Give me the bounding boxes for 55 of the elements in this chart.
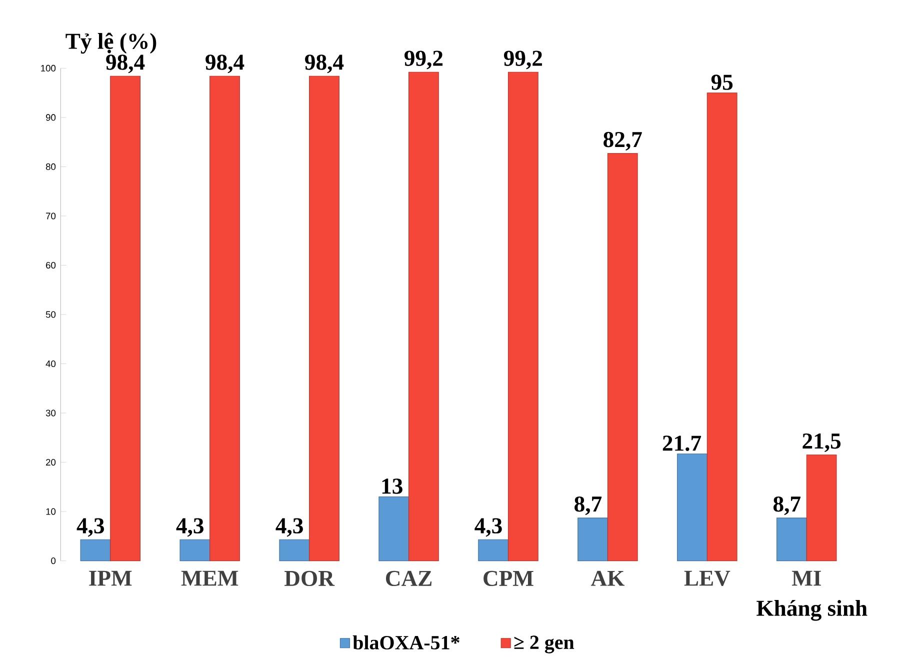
bar	[607, 153, 638, 562]
data-label: 98,4	[305, 54, 344, 74]
y-tick-label: 10	[46, 508, 56, 516]
bar	[677, 454, 708, 562]
bar	[279, 540, 310, 562]
bar	[378, 496, 410, 562]
y-tick-label: 20	[46, 459, 56, 466]
x-tick-label: LEV	[684, 571, 730, 586]
bar	[508, 72, 538, 562]
data-label: 98,4	[206, 54, 244, 74]
data-label: 8,7	[574, 496, 602, 516]
y-tick-label: 0	[51, 558, 56, 564]
bar	[578, 518, 608, 562]
y-tick-label: 100	[41, 65, 56, 72]
x-tick-label: MI	[792, 571, 821, 586]
bar	[478, 540, 509, 562]
data-label: 21.7	[662, 436, 702, 452]
x-axis-title: Kháng sinh	[756, 600, 868, 621]
data-label: 4,3	[176, 518, 204, 537]
x-tick-label: CAZ	[386, 571, 432, 586]
data-label: 4,3	[474, 518, 502, 537]
x-tick-label: AK	[590, 571, 625, 586]
y-tick-label: 90	[46, 114, 56, 121]
data-label: 8,7	[773, 496, 800, 516]
bar	[180, 540, 210, 562]
bar	[309, 76, 340, 562]
x-tick-label: IPM	[89, 571, 132, 586]
data-label: 4,3	[76, 518, 104, 537]
y-tick-label: 40	[46, 360, 56, 368]
y-tick-label: 70	[46, 212, 56, 220]
bar	[776, 518, 807, 562]
bar	[80, 540, 111, 562]
bar	[706, 92, 738, 562]
y-tick-label: 80	[46, 164, 56, 170]
data-label: 99,2	[504, 50, 542, 70]
data-label: 95	[711, 74, 733, 90]
y-tick-label: 50	[46, 311, 56, 318]
bar	[210, 76, 240, 562]
y-tick-label: 30	[46, 410, 56, 417]
legend-label: blaOXA-51*	[352, 636, 460, 650]
data-label: 21,5	[802, 434, 841, 452]
x-tick-label: DOR	[284, 571, 335, 586]
y-axis-title: Tỷ lệ (%)	[66, 33, 156, 54]
legend-label: ≥ 2 gen	[514, 636, 574, 654]
bar	[806, 454, 837, 562]
data-label: 4,3	[276, 518, 303, 537]
data-label: 98,4	[106, 54, 145, 74]
data-label: 99,2	[404, 50, 443, 70]
bar	[408, 72, 439, 562]
data-label: 82,7	[604, 132, 642, 151]
bar	[110, 76, 140, 562]
y-tick-label: 60	[46, 262, 56, 269]
x-tick-label: CPM	[484, 571, 534, 586]
data-label: 13	[382, 478, 402, 494]
x-tick-label: MEM	[181, 571, 238, 586]
